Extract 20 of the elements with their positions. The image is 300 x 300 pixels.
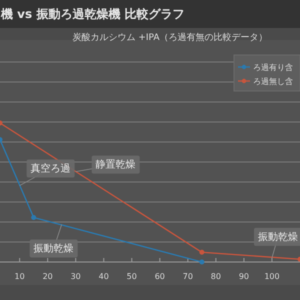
x-tick-label: 10 — [14, 272, 25, 281]
annotation: 振動乾燥 — [258, 230, 298, 243]
annotation: 真空ろ過 — [30, 162, 71, 175]
annotation: 静置乾燥 — [96, 158, 136, 171]
legend-label: ろ過有り含 — [253, 63, 293, 72]
x-tick-label: 20 — [42, 272, 53, 281]
chart-title: 機 vs 振動ろ過乾燥機 比較グラフ — [0, 7, 184, 21]
annotation: 振動乾燥 — [34, 242, 74, 254]
x-tick-label: 90 — [238, 272, 250, 281]
chart-subtitle: 炭酸カルシウム +IPA（ろ過有無の比較データ） — [72, 32, 268, 43]
x-tick-label: 50 — [126, 272, 137, 281]
point — [199, 260, 204, 264]
x-tick-label: 30 — [70, 272, 81, 281]
x-tick-label: 80 — [210, 272, 221, 281]
x-tick-label: 60 — [154, 272, 165, 281]
x-tick-label: 70 — [182, 272, 193, 281]
x-tick-label: 100 — [264, 272, 280, 281]
point — [31, 215, 36, 220]
x-tick-label: 40 — [98, 272, 109, 281]
legend-label: ろ過無し含 — [253, 77, 293, 86]
